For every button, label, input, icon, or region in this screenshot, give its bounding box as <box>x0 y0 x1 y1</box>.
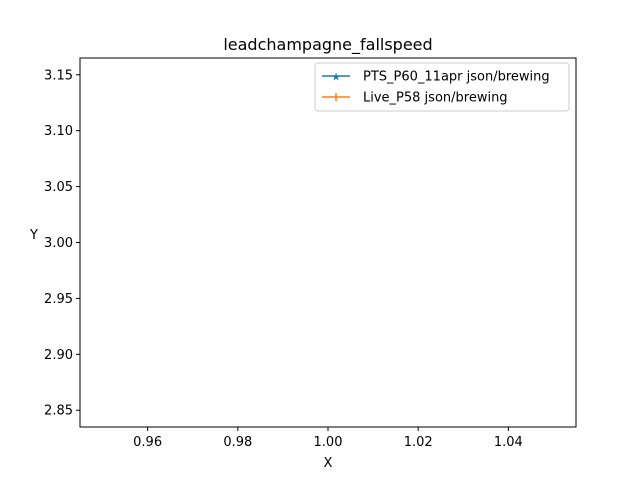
y-axis: 2.85 2.90 2.95 3.00 3.05 3.10 3.15 <box>44 68 80 419</box>
x-axis-label: X <box>324 456 333 471</box>
x-tick-label: 0.96 <box>133 435 162 450</box>
y-tick-label: 3.15 <box>44 68 73 83</box>
x-tick-label: 1.00 <box>314 435 343 450</box>
legend-label-pts: PTS_P60_11apr json/brewing <box>363 70 550 85</box>
y-tick-label: 3.05 <box>44 180 73 195</box>
x-axis: 0.96 0.98 1.00 1.02 1.04 <box>133 427 523 450</box>
x-tick-label: 1.04 <box>494 435 523 450</box>
legend-label-live: Live_P58 json/brewing <box>363 91 508 106</box>
chart-title: leadchampagne_fallspeed <box>223 35 432 55</box>
legend: ★ PTS_P60_11apr json/brewing Live_P58 js… <box>314 62 570 112</box>
legend-marker-star-icon: ★ <box>331 71 341 84</box>
y-tick-label: 2.85 <box>44 404 73 419</box>
x-tick-label: 1.02 <box>404 435 433 450</box>
y-tick-label: 3.10 <box>44 124 73 139</box>
y-tick-label: 2.95 <box>44 292 73 307</box>
y-tick-label: 3.00 <box>44 236 73 251</box>
y-axis-label: Y <box>29 228 38 243</box>
x-tick-label: 0.98 <box>223 435 252 450</box>
y-tick-label: 2.90 <box>44 348 73 363</box>
legend-box <box>314 62 570 112</box>
